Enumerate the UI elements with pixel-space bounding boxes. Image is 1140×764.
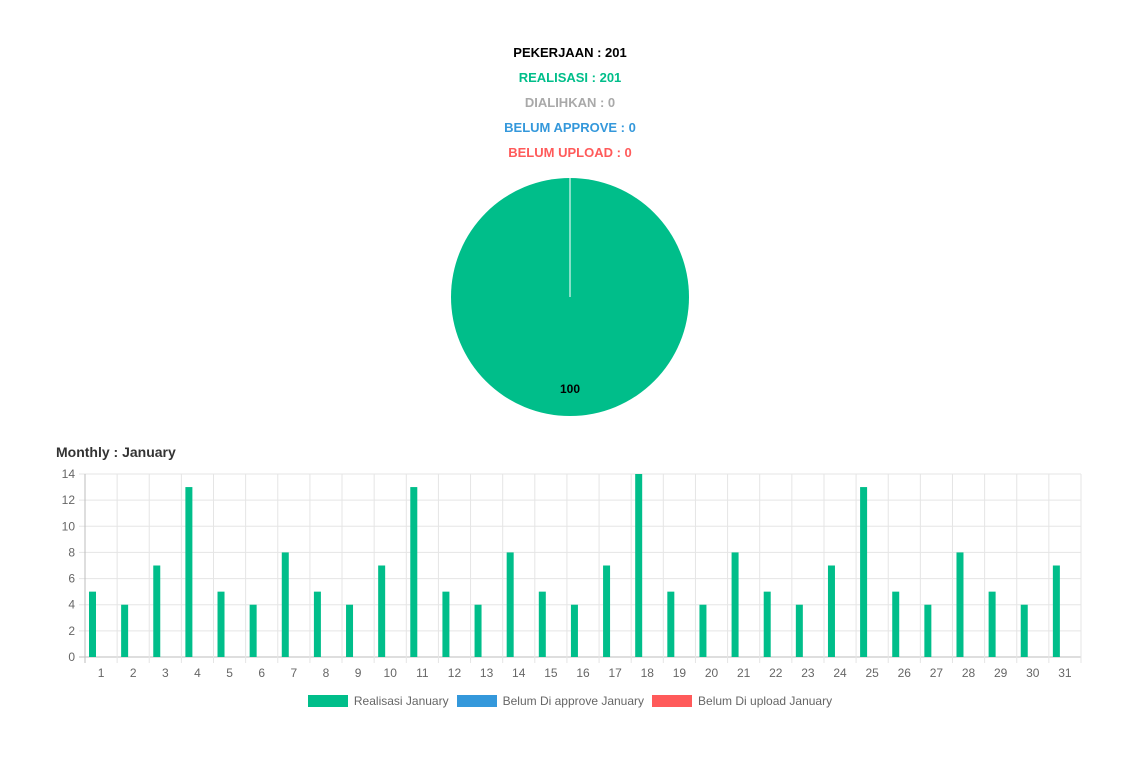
bar-realisasi-day-15 [538,591,546,657]
bar-realisasi-day-17 [603,565,611,657]
bar-realisasi-day-30 [1020,604,1028,657]
legend-label: Realisasi January [353,694,449,708]
bar-realisasi-day-20 [699,604,707,657]
x-tick-label: 21 [737,666,751,680]
y-tick-label: 4 [68,598,75,612]
x-tick-label: 20 [705,666,719,680]
bar-legend: Realisasi January Belum Di approve Januar… [0,694,1140,708]
x-tick-label: 6 [258,666,265,680]
bar-realisasi-day-11 [410,487,418,657]
pie-data-label: 100 [560,382,580,396]
bar-realisasi-day-28 [956,552,964,657]
bar-realisasi-day-19 [667,591,675,657]
x-tick-label: 2 [130,666,137,680]
legend-item[interactable]: Belum Di approve January [456,694,645,708]
x-tick-label: 25 [865,666,879,680]
y-tick-label: 2 [68,624,75,638]
x-tick-label: 27 [930,666,944,680]
x-tick-label: 30 [1026,666,1040,680]
x-tick-label: 22 [769,666,783,680]
legend-label: Belum Di approve January [502,694,645,708]
x-tick-label: 18 [641,666,655,680]
legend-item[interactable]: Belum Di upload January [652,694,832,708]
bar-realisasi-day-13 [474,604,482,657]
x-tick-label: 12 [448,666,462,680]
legend-swatch [456,695,497,707]
legend-swatch [652,695,693,707]
bar-realisasi-day-5 [217,591,225,657]
belum-upload-count: BELUM UPLOAD : 0 [508,145,632,160]
x-tick-label: 26 [898,666,912,680]
bar-realisasi-day-9 [346,604,354,657]
bar-realisasi-day-31 [1052,565,1060,657]
bar-realisasi-day-3 [153,565,161,657]
bar-realisasi-day-24 [827,565,835,657]
pekerjaan-count: PEKERJAAN : 201 [513,45,627,60]
y-tick-label: 12 [62,493,76,507]
bar-realisasi-day-14 [506,552,514,657]
y-tick-label: 6 [68,572,75,586]
x-tick-label: 10 [384,666,398,680]
bar-realisasi-day-7 [281,552,289,657]
x-tick-label: 16 [576,666,590,680]
dialihkan-count: DIALIHKAN : 0 [524,95,616,110]
y-tick-label: 0 [68,650,75,664]
x-tick-label: 17 [608,666,622,680]
bar-realisasi-day-21 [731,552,739,657]
x-tick-label: 3 [162,666,169,680]
x-tick-label: 5 [226,666,233,680]
bar-realisasi-day-27 [924,604,932,657]
y-tick-label: 14 [62,467,76,481]
bar-realisasi-day-10 [378,565,386,657]
x-tick-label: 15 [544,666,558,680]
legend-item[interactable]: Realisasi January [307,694,449,708]
bar-realisasi-day-2 [121,604,129,657]
x-tick-label: 8 [323,666,330,680]
bar-realisasi-day-4 [185,487,193,657]
y-tick-label: 10 [62,519,76,533]
legend-label: Belum Di upload January [698,694,833,708]
monthly-title: Monthly : January [56,444,176,460]
legend-swatch [307,695,348,707]
realisasi-count: REALISASI : 201 [518,70,622,85]
bar-realisasi-day-25 [860,487,868,657]
x-tick-label: 24 [833,666,847,680]
belum-approve-count: BELUM APPROVE : 0 [504,120,636,135]
bar-realisasi-day-29 [988,591,996,657]
x-tick-label: 28 [962,666,976,680]
bar-realisasi-day-16 [570,604,578,657]
bar-realisasi-day-18 [635,474,643,657]
bar-realisasi-day-6 [249,604,257,657]
bar-realisasi-day-1 [89,591,96,657]
x-tick-label: 31 [1058,666,1072,680]
bar-realisasi-day-8 [313,591,321,657]
x-tick-label: 11 [416,666,429,680]
x-tick-label: 9 [355,666,362,680]
x-tick-label: 23 [801,666,815,680]
x-tick-label: 4 [194,666,201,680]
x-tick-label: 29 [994,666,1008,680]
bar-realisasi-day-22 [763,591,771,657]
bar-realisasi-day-12 [442,591,450,657]
x-tick-label: 7 [290,666,297,680]
y-tick-label: 8 [68,545,75,559]
bar-realisasi-day-23 [795,604,803,657]
x-tick-label: 1 [98,666,105,680]
pie-chart: 100 [451,178,689,416]
x-tick-label: 14 [512,666,526,680]
bar-realisasi-day-26 [892,591,900,657]
summary-block: PEKERJAAN : 201 REALISASI : 201 DIALIHKA… [0,43,1140,168]
x-tick-label: 13 [480,666,494,680]
x-tick-label: 19 [673,666,687,680]
